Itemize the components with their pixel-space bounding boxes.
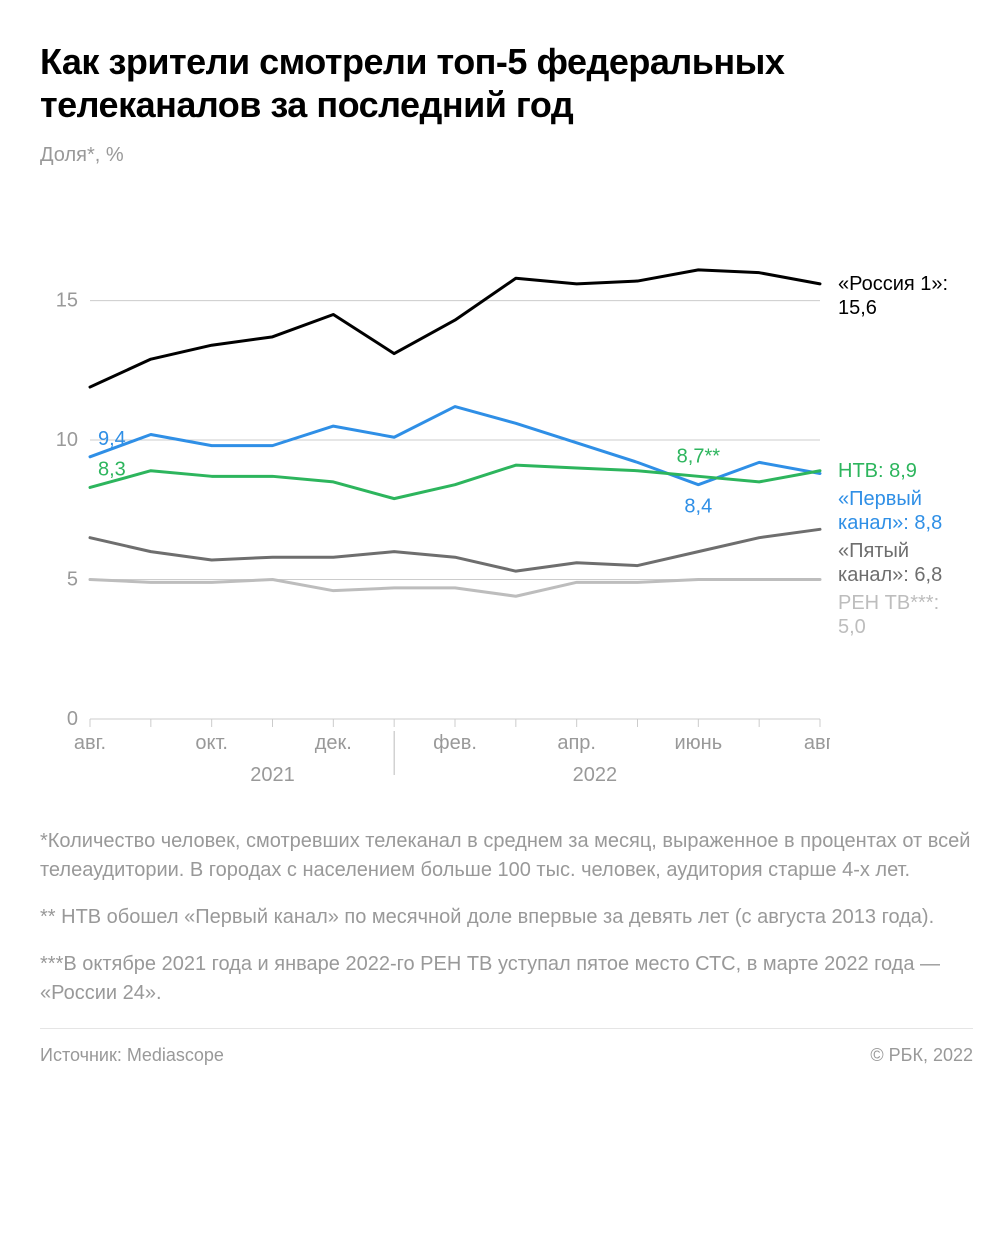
series-end-label: НТВ: 8,9 <box>838 459 917 483</box>
footnote-1: *Количество человек, смотревших телекана… <box>40 827 973 885</box>
svg-text:8,4: 8,4 <box>684 496 712 518</box>
footer: Источник: Mediascope © РБК, 2022 <box>40 1028 973 1066</box>
svg-text:апр.: апр. <box>557 732 596 754</box>
svg-text:5: 5 <box>67 569 78 591</box>
chart-container: 0 5 10 15 авг. окт. дек. фев. апр. июнь авг. 2021 20… <box>40 179 973 799</box>
source-label: Источник: Mediascope <box>40 1045 224 1066</box>
svg-text:8,7**: 8,7** <box>677 446 721 468</box>
svg-text:дек.: дек. <box>315 732 352 754</box>
svg-text:окт.: окт. <box>195 732 228 754</box>
svg-text:0: 0 <box>67 708 78 730</box>
footnotes: *Количество человек, смотревших телекана… <box>40 827 973 1008</box>
footnote-2: ** НТВ обошел «Первый канал» по месячной… <box>40 903 973 932</box>
series-end-labels: «Россия 1»:15,6 НТВ: 8,9 «Первыйканал»: 8,… <box>830 179 973 799</box>
series-end-label: «Первыйканал»: 8,8 <box>838 487 942 535</box>
chart-title: Как зрители смотрели топ-5 федеральных т… <box>40 40 973 126</box>
svg-text:фев.: фев. <box>433 732 477 754</box>
copyright-label: © РБК, 2022 <box>870 1045 973 1066</box>
svg-text:10: 10 <box>56 429 78 451</box>
series-end-label: РЕН ТВ***:5,0 <box>838 591 939 639</box>
line-chart: 0 5 10 15 авг. окт. дек. фев. апр. июнь авг. 2021 20… <box>40 179 830 799</box>
svg-text:8,3: 8,3 <box>98 459 126 481</box>
y-axis-label: Доля*, % <box>40 144 973 167</box>
series-end-label: «Россия 1»:15,6 <box>838 272 948 320</box>
svg-text:2021: 2021 <box>250 764 295 786</box>
svg-text:авг.: авг. <box>74 732 106 754</box>
series-end-label: «Пятыйканал»: 6,8 <box>838 539 942 587</box>
svg-text:2022: 2022 <box>573 764 618 786</box>
svg-text:авг.: авг. <box>804 732 830 754</box>
svg-text:июнь: июнь <box>675 732 723 754</box>
svg-text:9,4: 9,4 <box>98 428 126 450</box>
footnote-3: ***В октябре 2021 года и январе 2022-го … <box>40 950 973 1008</box>
svg-text:15: 15 <box>56 290 78 312</box>
